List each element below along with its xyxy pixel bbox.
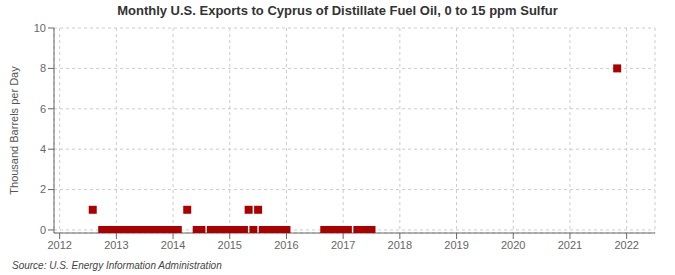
svg-text:2017: 2017 <box>331 239 355 251</box>
svg-text:2016: 2016 <box>274 239 298 251</box>
svg-text:2022: 2022 <box>614 239 638 251</box>
svg-text:6: 6 <box>40 103 46 115</box>
svg-text:2019: 2019 <box>444 239 468 251</box>
svg-text:2018: 2018 <box>388 239 412 251</box>
html-text:Monthly U.S. Exports to Cyprus: Monthly U.S. Exports to Cyprus of Distil… <box>117 3 558 18</box>
svg-text:2020: 2020 <box>501 239 525 251</box>
svg-text:2013: 2013 <box>104 239 128 251</box>
html-text:Source: U.S. Energy Informatio: Source: U.S. Energy Information Administ… <box>12 260 222 271</box>
svg-text:2021: 2021 <box>558 239 582 251</box>
svg-text:8: 8 <box>40 62 46 74</box>
svg-text:0: 0 <box>40 224 46 236</box>
svg-text:Thousand Barrels per Day: Thousand Barrels per Day <box>8 66 20 195</box>
svg-text:2014: 2014 <box>161 239 185 251</box>
svg-text:10: 10 <box>34 22 46 34</box>
svg-text:2015: 2015 <box>218 239 242 251</box>
svg-text:2012: 2012 <box>47 239 71 251</box>
svg-text:4: 4 <box>40 143 46 155</box>
svg-text:2: 2 <box>40 183 46 195</box>
